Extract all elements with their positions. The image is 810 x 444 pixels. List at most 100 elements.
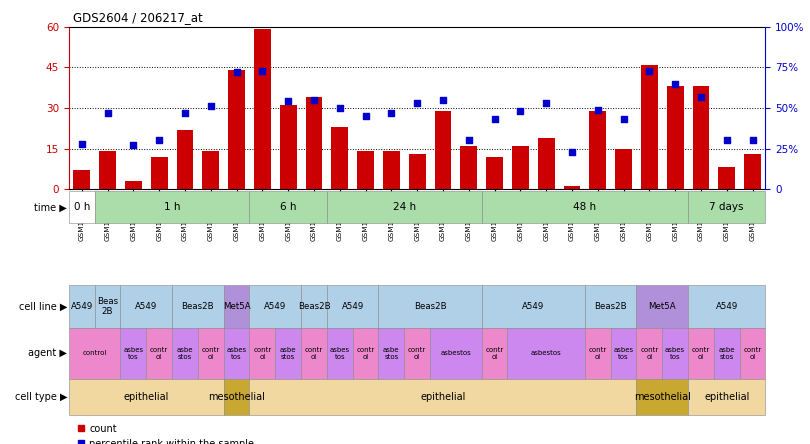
Text: asbes
tos: asbes tos [227,347,246,360]
Text: A549: A549 [264,302,287,311]
Bar [357,151,374,189]
Bar [585,285,637,328]
Bar [482,285,585,328]
Bar [615,148,632,189]
Point [385,109,398,116]
Text: asbestos: asbestos [531,350,561,356]
Text: cell line ▶: cell line ▶ [19,301,67,312]
Bar [327,328,352,379]
Bar [352,328,378,379]
Point [230,68,243,75]
Text: contr
ol: contr ol [254,347,271,360]
Bar [667,86,684,189]
Bar [378,285,482,328]
Point [565,148,578,155]
Bar [172,328,198,379]
Bar [590,111,606,189]
Bar [688,285,765,328]
Bar [125,181,142,189]
Bar [430,328,482,379]
Bar [585,328,611,379]
Bar [327,191,482,223]
Text: mesothelial: mesothelial [633,392,691,402]
Point [308,96,321,103]
Bar [69,285,95,328]
Bar [409,154,425,189]
Bar [69,328,121,379]
Point [282,98,295,105]
Bar [482,328,507,379]
Bar [378,328,404,379]
Bar [151,157,168,189]
Point [514,107,526,115]
Text: contr
ol: contr ol [744,347,761,360]
Bar [69,191,95,223]
Text: Beas2B: Beas2B [181,302,214,311]
Bar [95,285,121,328]
Text: A549: A549 [342,302,364,311]
Text: contr
ol: contr ol [692,347,710,360]
Bar [172,285,224,328]
Point [178,109,191,116]
Text: 0 h: 0 h [74,202,90,212]
Bar [486,157,503,189]
Bar [611,328,637,379]
Text: asbestos: asbestos [441,350,471,356]
Text: asbes
tos: asbes tos [665,347,685,360]
Bar [249,379,637,415]
Point [643,67,656,74]
Text: 1 h: 1 h [164,202,181,212]
Text: GDS2604 / 206217_at: GDS2604 / 206217_at [73,12,202,24]
Bar [301,285,327,328]
Bar [383,151,399,189]
Bar [177,130,194,189]
Bar [637,379,688,415]
Text: contr
ol: contr ol [305,347,323,360]
Text: asbe
stos: asbe stos [718,347,735,360]
Bar [564,186,580,189]
Bar [99,151,116,189]
Text: A549: A549 [135,302,157,311]
Bar [254,29,271,189]
Text: asbe
stos: asbe stos [177,347,194,360]
Bar [641,64,658,189]
Bar [744,154,761,189]
Point [411,99,424,107]
Text: asbes
tos: asbes tos [613,347,633,360]
Text: contr
ol: contr ol [408,347,426,360]
Bar [460,146,477,189]
Point [204,103,217,110]
Point [669,80,682,87]
Text: mesothelial: mesothelial [208,392,265,402]
Point [101,109,114,116]
Bar [714,328,740,379]
Text: A549: A549 [70,302,93,311]
Bar [637,328,663,379]
Bar [249,285,301,328]
Text: contr
ol: contr ol [640,347,659,360]
Bar [228,70,245,189]
Text: epithelial: epithelial [420,392,466,402]
Bar [663,328,688,379]
Bar [275,328,301,379]
Bar [301,328,327,379]
Text: contr
ol: contr ol [589,347,607,360]
Bar [249,328,275,379]
Point [437,96,450,103]
Point [746,137,759,144]
Text: 7 days: 7 days [710,202,744,212]
Point [591,106,604,113]
Point [617,116,630,123]
Text: epithelial: epithelial [704,392,749,402]
Bar [740,328,765,379]
Bar [482,191,688,223]
Text: cell type ▶: cell type ▶ [15,392,67,402]
Text: 6 h: 6 h [280,202,296,212]
Legend: count, percentile rank within the sample: count, percentile rank within the sample [74,420,258,444]
Bar [121,285,172,328]
Text: 24 h: 24 h [393,202,416,212]
Bar [434,111,451,189]
Point [720,137,733,144]
Bar [331,127,348,189]
Bar [512,146,529,189]
